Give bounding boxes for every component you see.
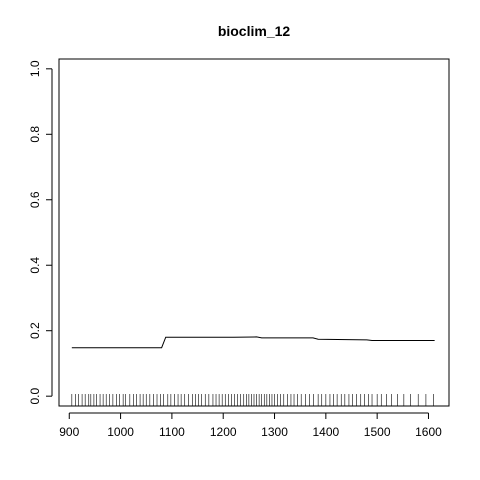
y-axis: 0.0 0.2 0.4 0.6 0.8 1.0 <box>28 60 53 405</box>
x-tick-label: 1500 <box>364 425 391 439</box>
y-tick-label: 1.0 <box>28 60 42 77</box>
y-tick-label: 0.8 <box>28 126 42 143</box>
x-tick-label: 1000 <box>107 425 134 439</box>
y-tick-label: 0.0 <box>28 388 42 405</box>
x-axis: 900 1000 1100 1200 1300 1400 1500 1600 <box>59 412 442 439</box>
x-tick-label: 1200 <box>210 425 237 439</box>
y-tick-label: 0.4 <box>28 257 42 274</box>
series-line <box>71 336 435 349</box>
x-tick-label: 1300 <box>261 425 288 439</box>
series-layer <box>71 336 435 349</box>
y-tick-label: 0.2 <box>28 322 42 339</box>
x-tick-label: 900 <box>59 425 79 439</box>
x-tick-label: 1600 <box>415 425 442 439</box>
x-tick-label: 1400 <box>312 425 339 439</box>
y-tick-label: 0.6 <box>28 191 42 208</box>
plot-frame <box>58 58 450 407</box>
x-tick-label: 1100 <box>159 425 185 439</box>
rug-marks <box>71 394 434 406</box>
chart-title: bioclim_12 <box>218 23 291 39</box>
